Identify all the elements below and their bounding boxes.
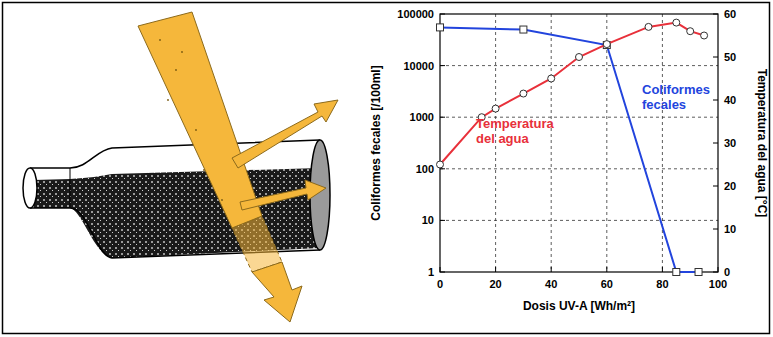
x-tick-label: 60	[601, 278, 613, 290]
marker	[645, 23, 652, 30]
y2-tick-label: 40	[724, 94, 736, 106]
marker	[520, 26, 527, 33]
y-tick	[440, 168, 445, 169]
y2-tick	[713, 229, 718, 230]
marker	[673, 269, 680, 276]
y2-tick	[713, 57, 718, 58]
data-layer	[437, 19, 708, 275]
marker	[437, 24, 444, 31]
x-tick-label: 20	[489, 278, 501, 290]
x-tick-label: 40	[545, 278, 557, 290]
marker	[603, 42, 610, 49]
y2-tick	[713, 100, 718, 101]
plot-frame	[440, 14, 718, 272]
y-tick-label: 10000	[403, 60, 434, 72]
x-grid-line	[551, 14, 552, 272]
marker	[603, 41, 610, 48]
marker	[576, 54, 583, 61]
marker	[548, 75, 555, 82]
ray-dot	[175, 69, 177, 71]
series-label-line: del agua	[476, 131, 530, 146]
bottle	[23, 140, 330, 258]
y2-tick-label: 0	[724, 266, 730, 278]
marker	[437, 161, 444, 168]
y-tick	[440, 117, 445, 118]
marker	[701, 32, 708, 39]
series-label-line: fecales	[642, 97, 686, 112]
y2-tick-label: 20	[724, 180, 736, 192]
ray-reflected-2	[240, 180, 326, 210]
ray-dot	[203, 169, 205, 171]
y2-tick-label: 60	[724, 8, 736, 20]
x-grid-line	[606, 14, 607, 272]
sun-rays	[138, 12, 338, 322]
ray-reflected-1	[232, 100, 338, 168]
y-axis-label: Coliformes fecales [/100ml]	[369, 65, 383, 220]
chart: 0 20 40 60 80 100 1 10 100 1000 10000 100000 0 10 20 30…	[369, 8, 769, 313]
ray-dot	[167, 99, 169, 101]
marker	[520, 90, 527, 97]
y-grid-line	[440, 220, 718, 221]
marker	[687, 28, 694, 35]
series-label: Coliformesfecales	[642, 82, 710, 112]
x-tick	[495, 267, 496, 272]
x-tick	[606, 267, 607, 272]
y2-axis-label: Temperatura del agua [°C]	[755, 69, 769, 218]
x-tick-label: 80	[656, 278, 668, 290]
series-label-line: Coliformes	[642, 82, 710, 97]
y2-tick-label: 10	[724, 223, 736, 235]
ray-dot	[195, 129, 197, 131]
y-tick-label: 100000	[397, 8, 434, 20]
ray-exit	[252, 262, 302, 322]
neck-ring	[70, 168, 71, 208]
ray-dot	[159, 39, 161, 41]
x-tick-label: 0	[437, 278, 443, 290]
y-grid-line	[440, 168, 718, 169]
x-tick	[551, 267, 552, 272]
y-tick	[440, 220, 445, 221]
ray-dot	[181, 51, 183, 53]
series-label: Temperaturadel agua	[476, 116, 555, 146]
x-axis-label: Dosis UV-A [Wh/m²]	[523, 299, 635, 313]
y-tick-label: 10	[422, 214, 434, 226]
y-tick	[440, 65, 445, 66]
figure: 0 20 40 60 80 100 1 10 100 1000 10000 100000 0 10 20 30…	[0, 0, 773, 337]
marker	[695, 269, 702, 276]
frame	[3, 3, 770, 334]
y2-tick-label: 50	[724, 51, 736, 63]
ray-incoming	[138, 12, 262, 228]
y2-tick	[713, 186, 718, 187]
water	[34, 168, 320, 258]
x-grid-line	[662, 14, 663, 272]
marker	[673, 19, 680, 26]
ray-dot	[221, 199, 223, 201]
y-grid-line	[440, 65, 718, 66]
x-tick	[662, 267, 663, 272]
y-tick-label: 100	[416, 163, 434, 175]
plot-area	[440, 14, 718, 272]
bottle-mouth	[23, 168, 37, 208]
y-tick-label: 1	[428, 266, 434, 278]
y2-tick-label: 30	[724, 137, 736, 149]
marker	[492, 105, 499, 112]
x-tick-label: 100	[709, 278, 727, 290]
y-tick-label: 1000	[410, 111, 434, 123]
y2-tick	[713, 143, 718, 144]
series-label-line: Temperatura	[476, 116, 555, 131]
